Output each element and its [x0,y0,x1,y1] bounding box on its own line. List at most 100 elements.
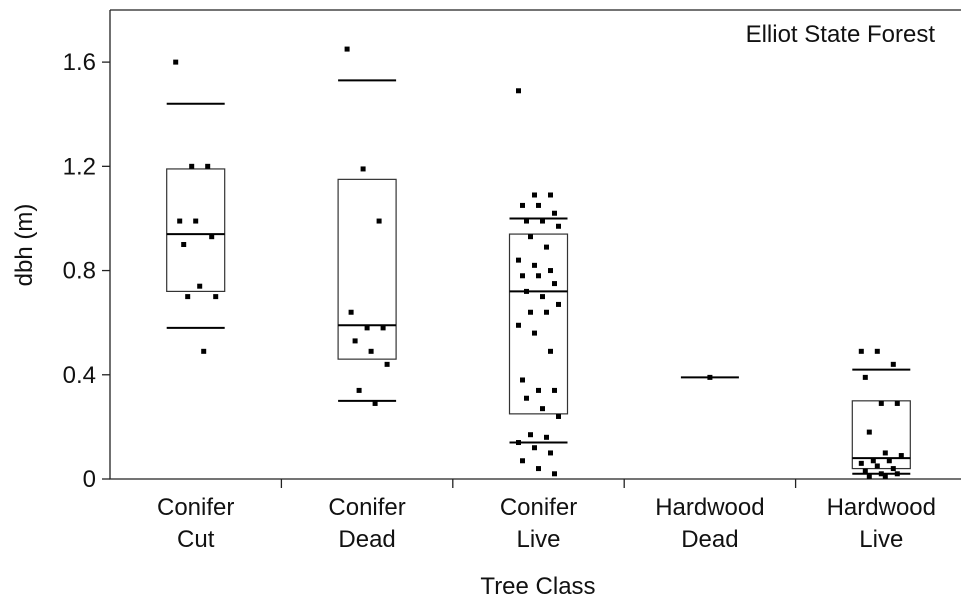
point [520,273,525,279]
point [894,400,900,406]
box [851,400,911,470]
point [352,338,358,344]
point [173,59,179,65]
point [356,387,362,393]
point [874,348,880,354]
x-tick-label: Conifer [500,494,577,521]
point [536,273,541,279]
point [862,468,868,474]
y-axis-label: dbh (m) [11,204,38,287]
point [556,413,561,419]
point [364,325,370,331]
point [532,192,537,198]
point [528,234,533,240]
y-tick-label: 0.8 [63,258,96,285]
point [878,471,884,477]
x-tick-label: Conifer [157,494,234,521]
point [707,374,713,380]
point [894,471,900,477]
x-tick-label: Live [516,526,560,553]
point [532,262,537,268]
point [532,445,537,451]
point [548,450,553,456]
point [548,348,553,354]
annotation: Elliot State Forest [746,21,936,48]
point [197,283,203,289]
point [544,309,549,315]
point [205,163,211,169]
point [185,294,191,300]
point [898,453,904,459]
point [544,434,549,440]
point [524,218,529,224]
point [544,244,549,250]
x-tick-label: Cut [177,526,215,553]
point [878,400,884,406]
point [858,348,864,354]
point [552,210,557,216]
y-tick-label: 1.2 [63,153,96,180]
point [886,458,892,464]
point [209,234,215,240]
point [193,218,199,224]
point [540,406,545,412]
point [516,257,521,263]
point [372,400,378,406]
x-tick-label: Hardwood [827,494,936,521]
x-axis-label: Tree Class [480,573,595,600]
point [882,473,888,479]
point [870,458,876,464]
point [524,395,529,401]
point [552,281,557,287]
point [882,450,888,456]
point [890,466,896,472]
point [524,288,529,294]
point [540,218,545,224]
point [866,429,872,435]
point [213,294,219,300]
x-tick-label: Dead [338,526,395,553]
point [548,192,553,198]
point [548,268,553,274]
point [368,348,374,354]
point [516,440,521,446]
point [520,202,525,208]
point [556,301,561,307]
point [520,458,525,464]
y-tick-label: 0 [83,466,96,493]
point [384,361,390,367]
point [536,387,541,393]
point [516,322,521,328]
point [360,166,366,172]
point [344,46,350,52]
point [189,163,195,169]
point [862,374,868,380]
point [520,377,525,383]
point [532,330,537,336]
box [337,178,397,360]
point [536,466,541,472]
point [348,309,354,315]
point [181,242,187,247]
point [540,294,545,300]
point [552,387,557,393]
x-tick-label: Hardwood [655,494,764,521]
point [552,471,557,477]
x-tick-label: Live [859,526,903,553]
point [866,473,872,479]
box [166,168,226,293]
point [177,218,183,224]
point [874,463,880,469]
x-tick-label: Dead [681,526,738,553]
y-tick-label: 1.6 [63,49,96,76]
point [528,309,533,315]
y-tick-label: 0.4 [63,362,96,389]
box [508,233,569,415]
point [376,218,382,224]
point [858,460,864,466]
point [380,325,386,331]
point [890,361,896,367]
point [201,348,207,354]
point [536,202,541,208]
